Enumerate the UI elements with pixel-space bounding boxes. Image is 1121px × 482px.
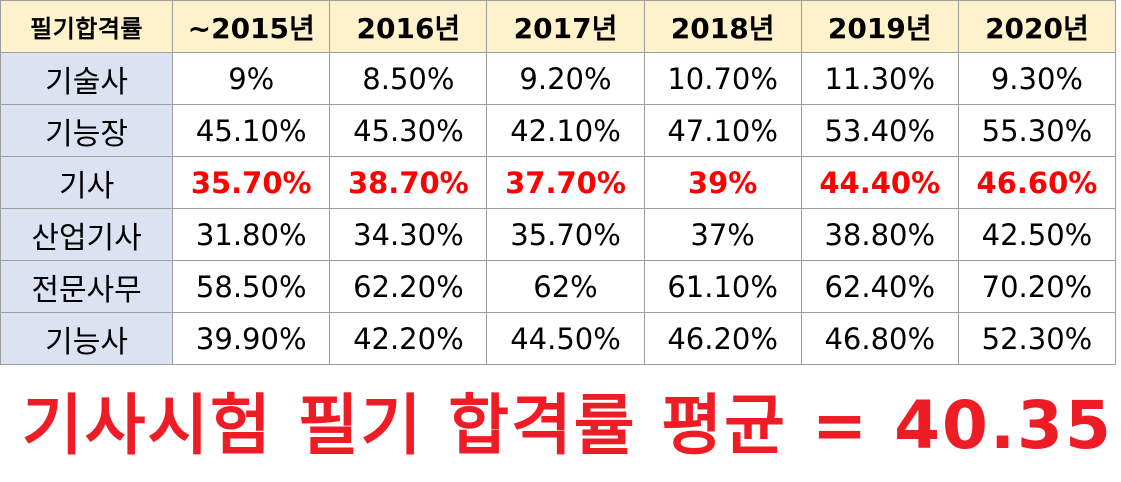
rate-cell: 45.10%	[172, 104, 331, 157]
row-label-cell: 기능장	[0, 104, 174, 157]
rate-cell: 46.20%	[643, 312, 802, 365]
rate-cell: 38.80%	[800, 208, 959, 261]
year-header-cell: 2019년	[800, 0, 959, 53]
rate-cell: 46.80%	[800, 312, 959, 365]
row-label-cell: 기능사	[0, 312, 174, 365]
rate-cell: 35.70%	[486, 208, 645, 261]
rate-cell: 39.90%	[172, 312, 331, 365]
pass-rate-table: 필기합격률 ~2015년 2016년 2017년 2018년 2019년 202…	[0, 0, 1117, 365]
rate-cell: 62.20%	[329, 260, 488, 313]
rate-cell: 37%	[643, 208, 802, 261]
rate-cell: 70.20%	[957, 260, 1117, 313]
table-row: 기술사 9% 8.50% 9.20% 10.70% 11.30% 9.30%	[0, 52, 1117, 105]
rate-cell: 38.70%	[329, 156, 488, 209]
rate-cell: 47.10%	[643, 104, 802, 157]
rate-cell: 39%	[643, 156, 802, 209]
rate-cell: 45.30%	[329, 104, 488, 157]
year-header-cell: ~2015년	[172, 0, 331, 53]
rate-cell: 44.40%	[800, 156, 959, 209]
year-header-cell: 2020년	[957, 0, 1117, 53]
rate-cell: 8.50%	[329, 52, 488, 105]
row-label-cell: 기사	[0, 156, 174, 209]
rate-cell: 10.70%	[643, 52, 802, 105]
rate-cell: 42.10%	[486, 104, 645, 157]
average-summary-text: 기사시험 필기 합격률 평균 = 40.35%	[22, 387, 1112, 464]
header-row: 필기합격률 ~2015년 2016년 2017년 2018년 2019년 202…	[0, 0, 1117, 53]
rate-cell: 55.30%	[957, 104, 1117, 157]
year-header-cell: 2018년	[643, 0, 802, 53]
rate-cell: 44.50%	[486, 312, 645, 365]
rate-cell: 52.30%	[957, 312, 1117, 365]
rate-cell: 62%	[486, 260, 645, 313]
row-label-cell: 산업기사	[0, 208, 174, 261]
rate-cell: 34.30%	[329, 208, 488, 261]
rate-cell: 37.70%	[486, 156, 645, 209]
row-label-cell: 전문사무	[0, 260, 174, 313]
rate-cell: 35.70%	[172, 156, 331, 209]
table-row-highlighted: 기사 35.70% 38.70% 37.70% 39% 44.40% 46.60…	[0, 156, 1117, 209]
table-row: 산업기사 31.80% 34.30% 35.70% 37% 38.80% 42.…	[0, 208, 1117, 261]
rate-cell: 31.80%	[172, 208, 331, 261]
rate-cell: 42.20%	[329, 312, 488, 365]
row-label-cell: 기술사	[0, 52, 174, 105]
table-row: 기능장 45.10% 45.30% 42.10% 47.10% 53.40% 5…	[0, 104, 1117, 157]
rate-cell: 42.50%	[957, 208, 1117, 261]
rate-cell: 9%	[172, 52, 331, 105]
year-header-cell: 2017년	[486, 0, 645, 53]
rate-cell: 11.30%	[800, 52, 959, 105]
corner-header-cell: 필기합격률	[0, 0, 174, 53]
rate-cell: 53.40%	[800, 104, 959, 157]
rate-cell: 61.10%	[643, 260, 802, 313]
rate-cell: 9.20%	[486, 52, 645, 105]
rate-cell: 62.40%	[800, 260, 959, 313]
rate-cell: 9.30%	[957, 52, 1117, 105]
table-row: 기능사 39.90% 42.20% 44.50% 46.20% 46.80% 5…	[0, 312, 1117, 365]
rate-cell: 58.50%	[172, 260, 331, 313]
rate-cell: 46.60%	[957, 156, 1117, 209]
table-row: 전문사무 58.50% 62.20% 62% 61.10% 62.40% 70.…	[0, 260, 1117, 313]
year-header-cell: 2016년	[329, 0, 488, 53]
